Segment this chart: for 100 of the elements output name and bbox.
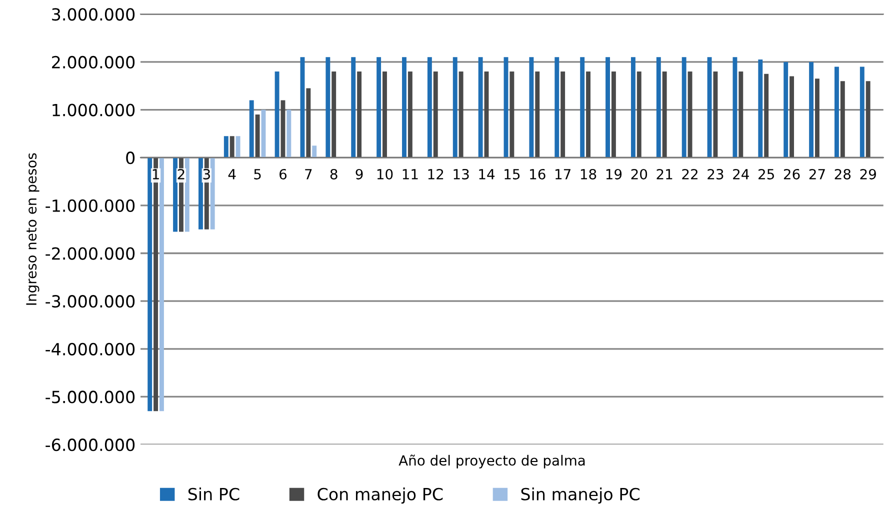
bar — [662, 72, 667, 158]
x-tick-label: 17 — [556, 169, 570, 180]
bar — [606, 57, 610, 158]
x-tick-label: 27 — [809, 168, 825, 180]
x-tick-label: 13 — [454, 168, 469, 180]
x-tick-label: 19 — [606, 168, 622, 180]
y-tick-label: 1.000.000 — [52, 104, 135, 116]
legend-label: Con manejo PC — [318, 488, 443, 504]
bar — [261, 110, 266, 158]
bar — [184, 158, 190, 232]
x-tick-label: 21 — [656, 168, 672, 180]
bar — [433, 72, 438, 158]
y-tick-label: -6.000.000 — [46, 438, 135, 452]
x-tick-label: 11 — [402, 169, 418, 180]
bar — [173, 158, 178, 232]
bar — [274, 72, 280, 158]
bar — [758, 60, 763, 158]
x-tick-label: 1 — [152, 169, 159, 180]
bar — [210, 158, 215, 230]
y-tick-label: -3.000.000 — [46, 295, 135, 308]
bar — [230, 136, 234, 158]
y-tick-label: -5.000.000 — [46, 390, 135, 404]
bar — [707, 57, 712, 158]
bar — [814, 78, 820, 158]
bar — [580, 57, 585, 158]
x-tick-label: 12 — [428, 168, 444, 180]
x-tick-label: 4 — [228, 169, 236, 180]
bar — [529, 57, 534, 158]
bar — [790, 76, 794, 158]
bar — [286, 110, 292, 158]
x-tick-label: 18 — [580, 168, 596, 180]
bar — [560, 72, 566, 158]
bar — [478, 57, 483, 158]
x-tick-label: 26 — [784, 168, 800, 180]
bar — [255, 114, 260, 158]
bar — [159, 158, 164, 412]
bar — [834, 66, 839, 158]
bar — [860, 66, 864, 158]
x-tick-label: 2 — [178, 168, 184, 180]
bar — [586, 72, 590, 158]
bar — [611, 72, 616, 158]
x-tick-label: 9 — [356, 168, 363, 180]
bar — [402, 57, 406, 158]
x-tick-label: 15 — [504, 169, 520, 180]
bar — [306, 88, 311, 158]
y-axis-title: Ingreso neto en pesos — [26, 153, 40, 305]
x-tick-label: 28 — [834, 168, 851, 180]
bar — [510, 72, 514, 158]
x-tick-label: 20 — [631, 168, 648, 180]
x-tick-label: 8 — [330, 168, 338, 180]
bar — [636, 72, 642, 158]
bar — [738, 72, 744, 158]
y-tick-label: 3.000.000 — [52, 8, 135, 21]
bar — [408, 72, 412, 158]
legend-label: Sin PC — [188, 488, 240, 500]
bar — [630, 57, 636, 158]
bar — [376, 57, 382, 158]
x-tick-label: 7 — [305, 169, 312, 180]
y-tick-label: -4.000.000 — [46, 342, 135, 356]
bar — [656, 57, 661, 158]
bar — [198, 158, 203, 230]
x-tick-label: 24 — [733, 168, 749, 180]
bar — [332, 72, 336, 158]
x-tick-label: 10 — [377, 168, 393, 180]
x-tick-label: 3 — [203, 168, 210, 180]
bar — [535, 72, 540, 158]
bar — [357, 72, 362, 158]
x-tick-label: 29 — [860, 168, 876, 180]
x-tick-label: 6 — [280, 168, 287, 180]
bar — [224, 136, 228, 158]
legend-label: Sin manejo PC — [521, 488, 640, 504]
x-tick-label: 25 — [758, 168, 774, 180]
bar — [452, 57, 458, 158]
bar — [809, 62, 814, 158]
bar — [249, 100, 254, 158]
bar — [764, 74, 769, 158]
bar — [458, 72, 464, 158]
bar — [382, 72, 387, 158]
y-tick-label: 0 — [126, 152, 135, 164]
bar — [312, 146, 317, 158]
bar — [866, 81, 870, 158]
x-axis-title: Año del proyecto de palma — [398, 454, 585, 468]
x-tick-label: 23 — [708, 168, 724, 180]
y-tick-label: -1.000.000 — [46, 199, 135, 212]
x-tick-label: 5 — [254, 169, 261, 180]
y-tick-label: -2.000.000 — [46, 247, 135, 260]
y-tick-label: 2.000.000 — [52, 56, 135, 69]
bar — [554, 57, 560, 158]
bar — [148, 158, 152, 412]
x-tick-label: 16 — [530, 168, 546, 180]
bar — [236, 136, 240, 158]
bar — [713, 72, 718, 158]
bar — [351, 57, 356, 158]
bar — [326, 57, 330, 158]
x-tick-label: 22 — [682, 168, 698, 180]
bar — [682, 57, 686, 158]
bar — [840, 81, 845, 158]
bar — [732, 57, 738, 158]
bar — [784, 62, 788, 158]
x-tick-label: 14 — [479, 169, 495, 180]
